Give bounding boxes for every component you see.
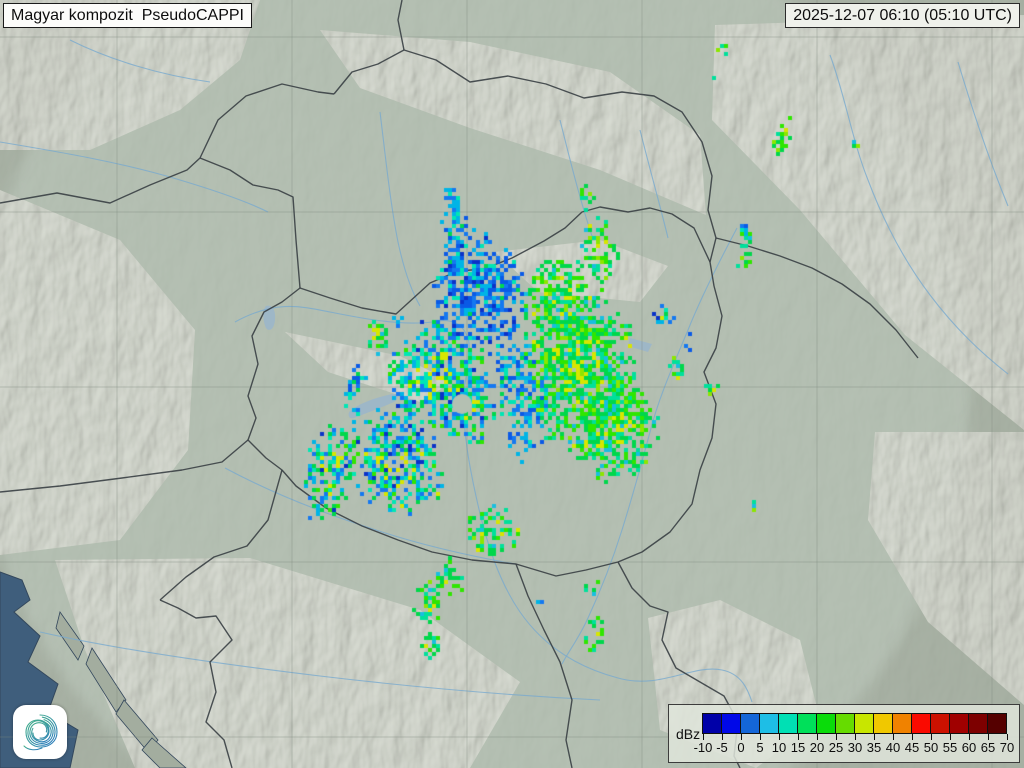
legend-tick-mark — [779, 734, 780, 740]
legend-tick-mark — [1007, 734, 1008, 740]
legend-tick-label: 50 — [923, 740, 939, 755]
legend-tick-label: 30 — [847, 740, 863, 755]
legend-tick-mark — [912, 734, 913, 740]
legend-color-cell — [874, 714, 893, 733]
legend-tick-label: -5 — [716, 740, 728, 755]
legend-tick-label: -10 — [693, 740, 713, 755]
legend-color-cell — [741, 714, 760, 733]
legend-tick-label: 5 — [756, 740, 764, 755]
legend-tick-label: 45 — [904, 740, 920, 755]
legend-tick-mark — [931, 734, 932, 740]
legend-tick-mark — [855, 734, 856, 740]
legend-tick-mark — [950, 734, 951, 740]
legend-color-cell — [988, 714, 1006, 733]
legend-tick-mark — [760, 734, 761, 740]
legend-tick-label: 55 — [942, 740, 958, 755]
legend-tick-mark — [817, 734, 818, 740]
reflectivity-legend: dBz -10 -5 0 5 10 15 20 25 30 35 40 45 50 55 60 65 70 — [668, 704, 1020, 763]
legend-tick-label: 0 — [737, 740, 745, 755]
legend-tick-label: 70 — [999, 740, 1015, 755]
legend-color-cell — [760, 714, 779, 733]
legend-tick-mark — [969, 734, 970, 740]
legend-tick-mark — [874, 734, 875, 740]
timestamp: 2025-12-07 06:10 (05:10 UTC) — [785, 3, 1020, 28]
legend-tick-mark — [798, 734, 799, 740]
legend-tick-label: 10 — [771, 740, 787, 755]
legend-tick-label: 40 — [885, 740, 901, 755]
legend-tick-label: 25 — [828, 740, 844, 755]
legend-color-cell — [836, 714, 855, 733]
legend-unit-label: dBz — [676, 726, 701, 742]
legend-tick-mark — [836, 734, 837, 740]
legend-color-cell — [703, 714, 722, 733]
legend-tick-mark — [722, 734, 723, 740]
legend-color-cell — [817, 714, 836, 733]
legend-tick-mark — [703, 734, 704, 740]
product-title: Magyar kompozit PseudoCAPPI — [3, 3, 252, 28]
legend-tick-mark — [988, 734, 989, 740]
legend-color-cell — [893, 714, 912, 733]
hungaromet-logo — [13, 705, 67, 759]
legend-color-bar — [702, 713, 1007, 734]
legend-color-cell — [931, 714, 950, 733]
legend-color-cell — [798, 714, 817, 733]
legend-color-cell — [855, 714, 874, 733]
legend-tick-mark — [741, 734, 742, 740]
legend-tick-label: 60 — [961, 740, 977, 755]
legend-tick-mark — [893, 734, 894, 740]
legend-color-cell — [950, 714, 969, 733]
legend-tick-label: 35 — [866, 740, 882, 755]
legend-tick-label: 15 — [790, 740, 806, 755]
legend-color-cell — [969, 714, 988, 733]
legend-color-cell — [779, 714, 798, 733]
legend-color-cell — [722, 714, 741, 733]
legend-tick-label: 65 — [980, 740, 996, 755]
legend-tick-label: 20 — [809, 740, 825, 755]
spiral-logo-icon — [23, 714, 58, 751]
legend-color-cell — [912, 714, 931, 733]
